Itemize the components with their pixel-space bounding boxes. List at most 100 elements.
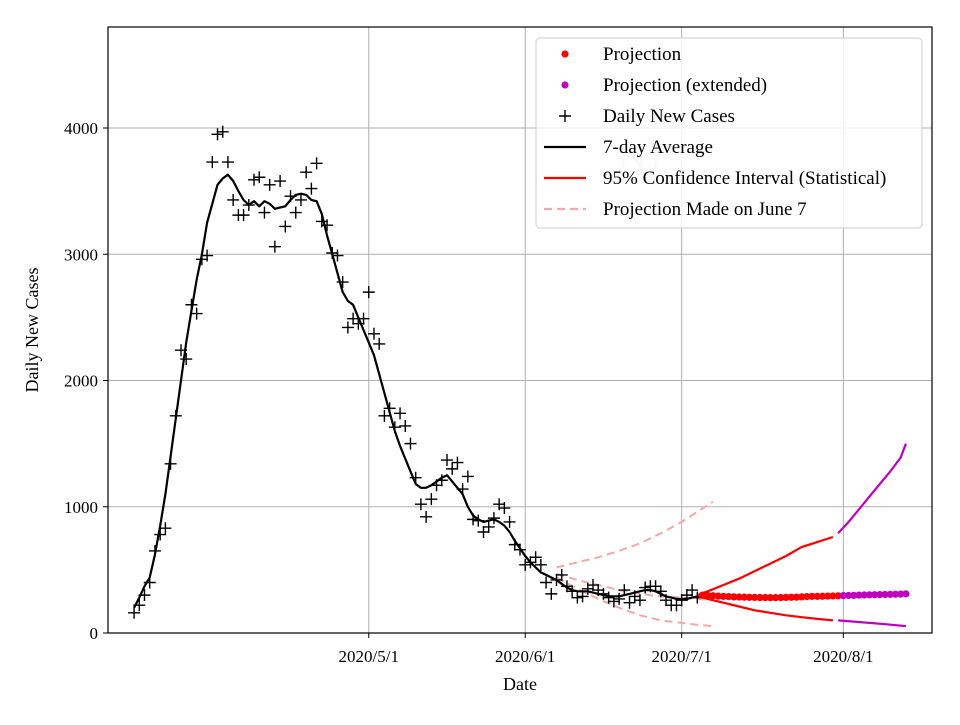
daily-case-marker [159,522,172,535]
legend-marker [559,110,571,122]
x-tick-label: 2020/6/1 [495,647,555,666]
daily-case-marker [482,520,495,533]
daily-case-marker [258,206,271,219]
daily-case-marker [367,327,380,340]
daily-case-marker [487,512,500,525]
daily-case-marker [352,317,365,330]
legend-entry-daily: Daily New Cases [559,106,735,127]
daily-case-marker [164,457,177,470]
daily-case-marker [446,462,459,475]
series-projection-extended [839,590,910,600]
daily-case-marker [300,166,313,179]
daily-case-marker [654,585,667,598]
daily-case-marker [420,510,433,523]
daily-case-marker [404,437,417,450]
daily-case-marker [242,199,255,212]
projection-point [777,593,785,602]
series-line [696,535,834,597]
series-projection-made-on-june-7-mid [556,572,714,602]
daily-case-marker [607,595,620,608]
daily-case-marker [477,526,490,538]
projection-point [730,593,738,601]
y-axis-label: Daily New Cases [22,268,42,393]
daily-case-marker [268,240,281,253]
series-7-day-average [133,173,698,609]
daily-case-marker [472,514,485,527]
daily-case-marker [461,470,474,483]
projection-point [860,591,868,599]
daily-case-marker [378,409,391,422]
projection-point [740,593,748,601]
projection-point [829,592,837,600]
series-line [556,500,714,569]
series-line [838,619,907,628]
projection-point [766,594,774,602]
daily-case-marker [253,171,266,184]
daily-case-marker [633,594,646,607]
daily-case-marker [347,312,360,325]
series-line [133,173,698,609]
daily-case-marker [357,312,370,325]
projection-point [771,594,780,602]
daily-case-marker [201,249,214,262]
daily-case-marker [148,544,161,557]
projection-point [761,593,769,602]
projection-point [714,592,722,600]
x-tick-label: 2020/5/1 [339,647,399,666]
legend-label: 7-day Average [603,137,713,158]
projection-point [725,593,733,601]
projection-point [792,593,801,601]
daily-case-marker [180,353,193,366]
projection-point [704,591,712,600]
daily-case-marker [399,419,412,432]
series-95-ci-upper [696,535,834,597]
daily-case-marker [555,568,568,581]
series-95-ci-lower [696,594,834,622]
projection-point [834,592,842,600]
projection-point [698,591,707,599]
legend-box [535,37,923,229]
daily-case-marker [529,551,542,564]
projection-point [839,592,847,600]
daily-case-marker [670,599,683,612]
daily-case-marker [143,576,156,589]
daily-case-marker [274,175,287,188]
daily-case-marker [206,156,219,169]
daily-case-marker [237,209,250,222]
daily-case-marker [211,128,224,141]
y-tick-label: 2000 [64,372,98,391]
daily-case-marker [430,479,443,492]
daily-case-marker [284,190,297,203]
series-daily-new-cases [128,125,704,619]
daily-case-marker [175,344,188,357]
y-tick-label: 0 [90,624,99,643]
x-axis-label: Date [503,674,537,694]
daily-case-marker [440,454,453,467]
legend-marker [561,81,569,89]
daily-case-marker [305,182,318,195]
legend-entry-june7: Projection Made on June 7 [544,199,807,220]
projection-point [756,593,764,602]
daily-case-marker [185,298,198,311]
daily-case-marker [310,157,323,170]
projection-point [787,593,795,601]
daily-case-marker [623,596,636,609]
projection-point [886,590,894,598]
daily-case-marker [331,249,344,262]
projection-point [808,592,816,600]
projection-point [844,591,853,600]
projection-point [813,592,821,600]
daily-case-marker [221,156,234,169]
series-95-ci-lower-extended [838,619,907,628]
projection-point [719,592,727,600]
projection-point [871,591,879,599]
legend-label: Daily New Cases [603,106,735,127]
daily-case-marker [336,276,349,289]
daily-case-marker [383,402,396,415]
daily-case-marker [649,580,662,593]
legend-entry-avg: 7-day Average [544,137,713,158]
daily-case-marker [425,493,438,506]
daily-case-marker [618,584,631,597]
daily-case-marker [414,498,427,511]
